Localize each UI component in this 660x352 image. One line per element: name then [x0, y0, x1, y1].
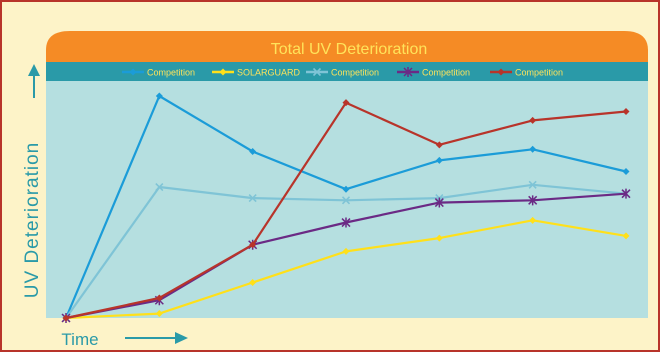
- series-2: [61, 180, 631, 323]
- series-1-point-5: [529, 216, 537, 224]
- series-4-point-legend: [497, 68, 505, 76]
- series-3-point-3: [341, 217, 351, 228]
- series-4: [62, 99, 630, 322]
- chart-title: Total UV Deterioration: [271, 41, 428, 58]
- series-0-point-5: [529, 145, 537, 153]
- series-1-point-2: [249, 278, 257, 286]
- legend-item-4: Competition: [490, 68, 563, 78]
- series-1-point-6: [622, 232, 630, 240]
- legend-item-2: Competition: [306, 68, 379, 78]
- x-axis-arrow-head: [175, 332, 188, 344]
- series-1-point-legend: [219, 68, 227, 76]
- y-axis-arrow-head: [28, 64, 40, 76]
- series-3-point-5: [528, 195, 538, 206]
- legend-item-3: Competition: [397, 67, 470, 78]
- legend-label-3: Competition: [422, 68, 470, 78]
- series-2-point-2: [248, 194, 257, 203]
- series-4-point-2: [249, 241, 257, 249]
- series-3-point-legend: [403, 67, 413, 77]
- series-4-point-4: [435, 141, 443, 149]
- title-bar: [46, 31, 648, 64]
- legend-label-0: Competition: [147, 68, 195, 78]
- series-1-point-1: [155, 310, 163, 318]
- series-layer: [61, 92, 631, 323]
- series-2-point-1: [155, 182, 164, 192]
- series-1-point-3: [342, 247, 350, 255]
- series-2-point-5: [528, 180, 537, 189]
- series-3-point-6: [621, 188, 631, 199]
- series-2-point-3: [341, 196, 351, 205]
- series-0-point-3: [342, 185, 350, 193]
- legend-label-4: Competition: [515, 68, 563, 78]
- series-0-point-1: [155, 92, 163, 100]
- legend-label-1: SOLARGUARD: [237, 68, 301, 78]
- series-4-point-3: [342, 99, 350, 107]
- legend-label-2: Competition: [331, 68, 379, 78]
- series-2-point-legend: [312, 67, 322, 77]
- legend-bar: [46, 62, 648, 81]
- legend-item-1: SOLARGUARD: [212, 68, 301, 78]
- x-axis-label: Time: [61, 330, 98, 349]
- series-1-point-4: [435, 234, 443, 242]
- legend: Competition SOLARGUARD Competition Competit…: [122, 67, 563, 78]
- y-axis-label: UV Deterioration: [22, 142, 43, 298]
- series-3-point-4: [434, 197, 444, 208]
- legend-item-0: Competition: [122, 68, 195, 78]
- series-0-point-4: [435, 156, 443, 164]
- series-4-point-6: [622, 108, 630, 116]
- series-4-point-5: [529, 116, 537, 124]
- series-0-point-2: [249, 148, 257, 155]
- series-0-point-6: [622, 167, 630, 175]
- series-4-point-0: [62, 314, 70, 322]
- series-0-point-legend: [129, 68, 137, 76]
- series-4-point-1: [155, 294, 163, 302]
